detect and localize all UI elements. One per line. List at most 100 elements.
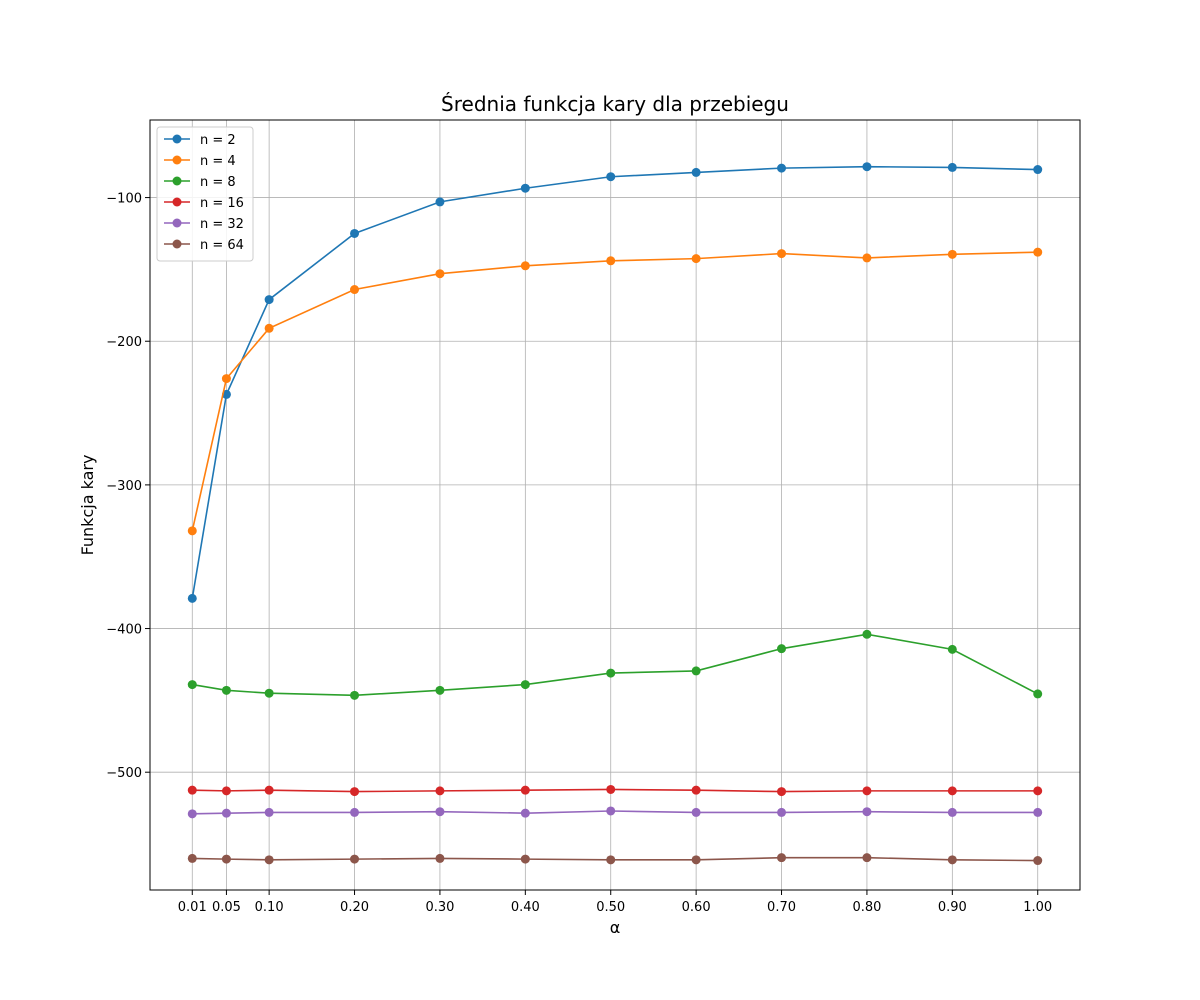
- y-tick-label: −200: [106, 335, 142, 350]
- series-line: [191, 165, 1038, 599]
- data-point: [435, 807, 445, 817]
- y-tick-label: −100: [106, 192, 142, 207]
- data-point: [691, 807, 701, 817]
- series-n-2: [187, 162, 1043, 603]
- legend-marker: [172, 134, 182, 144]
- data-point: [606, 256, 616, 266]
- legend-item: n = 32: [164, 217, 244, 232]
- legend-item: n = 16: [164, 196, 244, 211]
- data-point: [520, 183, 530, 193]
- data-point: [435, 197, 445, 207]
- data-point: [606, 668, 616, 678]
- series-n-8: [187, 629, 1043, 700]
- data-point: [1033, 807, 1043, 817]
- data-point: [862, 629, 872, 639]
- legend: n = 2 n = 4 n = 8 n = 16 n = 32 n = 64: [156, 126, 254, 262]
- data-point: [435, 786, 445, 796]
- x-tick-label: 0.30: [425, 900, 454, 915]
- data-point: [264, 785, 274, 795]
- data-point: [862, 162, 872, 172]
- x-tick-label: 0.20: [340, 900, 369, 915]
- x-tick-label: 0.60: [682, 900, 711, 915]
- series-n-32: [187, 806, 1043, 819]
- data-point: [777, 249, 787, 259]
- data-point: [947, 249, 957, 259]
- series-line: [192, 788, 1038, 793]
- data-point: [947, 162, 957, 172]
- data-point: [691, 167, 701, 177]
- x-tick-label: 0.80: [852, 900, 881, 915]
- data-point: [520, 808, 530, 818]
- legend-marker: [172, 176, 182, 186]
- x-tick-label: 0.05: [212, 900, 241, 915]
- data-point: [777, 163, 787, 173]
- data-point: [187, 809, 197, 819]
- x-tick-label: 0.01: [178, 900, 207, 915]
- data-point: [221, 786, 231, 796]
- series-n-16: [187, 784, 1043, 797]
- legend-label: n = 4: [200, 154, 236, 169]
- legend-label: n = 2: [200, 133, 236, 148]
- data-point: [606, 784, 616, 794]
- y-axis-ticks: −100 −200 −300 −400 −500: [106, 192, 150, 781]
- plot-area-frame: [149, 119, 1081, 891]
- series-n-4: [187, 247, 1043, 536]
- legend-label: n = 32: [200, 217, 244, 232]
- series-line: [191, 251, 1038, 532]
- data-point: [221, 374, 231, 384]
- data-point: [520, 680, 530, 690]
- data-point: [350, 807, 360, 817]
- data-point: [221, 854, 231, 864]
- series-group: [187, 162, 1043, 866]
- data-point: [777, 853, 787, 863]
- data-point: [264, 295, 274, 305]
- x-axis-ticks: 0.01 0.05 0.10 0.20 0.30 0.40 0.50 0.60 0.70 0.80…: [178, 890, 1052, 915]
- data-point: [187, 593, 197, 603]
- data-point: [350, 787, 360, 797]
- data-point: [187, 680, 197, 690]
- data-point: [435, 853, 445, 863]
- series-line: [192, 810, 1038, 815]
- data-point: [691, 254, 701, 264]
- data-point: [520, 854, 530, 864]
- x-axis-label: α: [610, 918, 621, 937]
- data-point: [777, 644, 787, 654]
- legend-marker: [172, 218, 182, 228]
- data-point: [947, 786, 957, 796]
- legend-label: n = 16: [200, 196, 244, 211]
- legend-marker: [172, 155, 182, 165]
- legend-marker: [172, 197, 182, 207]
- x-tick-label: 0.70: [767, 900, 796, 915]
- data-point: [1033, 165, 1043, 175]
- data-point: [777, 807, 787, 817]
- legend-marker: [172, 239, 182, 249]
- data-point: [606, 172, 616, 182]
- series-n-64: [187, 853, 1043, 866]
- data-point: [264, 688, 274, 698]
- x-tick-label: 0.10: [255, 900, 284, 915]
- data-point: [1033, 689, 1043, 699]
- data-point: [350, 690, 360, 700]
- data-point: [862, 853, 872, 863]
- data-point: [221, 808, 231, 818]
- data-point: [862, 786, 872, 796]
- data-point: [862, 807, 872, 817]
- data-point: [691, 785, 701, 795]
- data-point: [606, 806, 616, 816]
- data-point: [350, 854, 360, 864]
- y-tick-label: −500: [106, 766, 142, 781]
- data-point: [187, 785, 197, 795]
- data-point: [221, 685, 231, 695]
- x-tick-label: 0.90: [938, 900, 967, 915]
- data-point: [435, 269, 445, 279]
- data-point: [187, 526, 197, 536]
- x-tick-label: 1.00: [1023, 900, 1052, 915]
- data-point: [1033, 786, 1043, 796]
- data-point: [264, 323, 274, 333]
- data-point: [187, 853, 197, 863]
- legend-label: n = 64: [200, 238, 244, 253]
- data-point: [350, 285, 360, 295]
- chart-title: Średnia funkcja kary dla przebiegu: [441, 92, 789, 116]
- y-axis-label: Funkcja kary: [78, 455, 97, 556]
- data-point: [520, 785, 530, 795]
